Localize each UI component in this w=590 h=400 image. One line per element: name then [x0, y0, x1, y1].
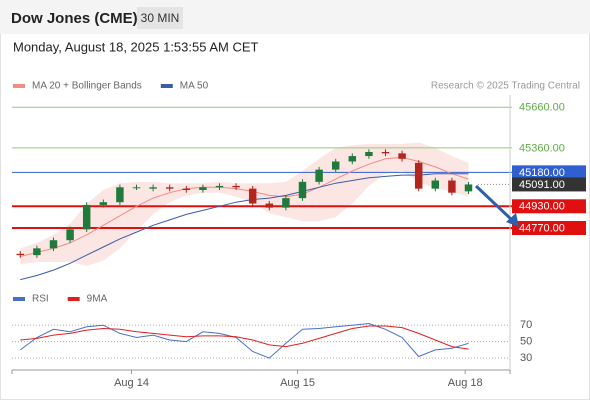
candle-body [414, 162, 423, 189]
candle-body [232, 185, 240, 188]
candle-body [215, 185, 224, 188]
level-box [512, 199, 586, 214]
candle-body [348, 156, 357, 162]
candle-body [464, 184, 473, 192]
indicator-line [20, 322, 469, 359]
candle-body [132, 187, 141, 189]
credit: Research © 2025 Trading Central [431, 81, 580, 92]
candle-body [381, 152, 390, 154]
header-bar [0, 0, 590, 34]
level-label: 44770.00 [519, 222, 565, 234]
legend-swatch [160, 84, 173, 88]
level-label: 45091.00 [519, 179, 565, 191]
legend-label: MA 20 + Bollinger Bands [32, 81, 142, 92]
y-tick-label: 50 [520, 336, 532, 348]
candle-body [282, 198, 290, 208]
level-label: 45660.00 [519, 102, 565, 114]
instrument-title: Dow Jones (CME) [11, 10, 138, 27]
level-box [512, 165, 586, 180]
x-tick-label: Aug 15 [280, 377, 315, 389]
forecast-arrow [474, 184, 515, 223]
candle-body [116, 187, 124, 203]
forecast-arrowhead [506, 213, 519, 227]
candle-body [16, 253, 25, 256]
candle-body [82, 204, 91, 230]
candle-body [331, 161, 340, 170]
candle-body [49, 240, 58, 249]
x-tick-label: Aug 14 [114, 377, 149, 389]
timestamp: Monday, August 18, 2025 1:53:55 AM CET [13, 39, 259, 54]
plot: MA 20 + Bollinger Bands MA 50 45660.00 4536… [11, 81, 586, 389]
interval-badge[interactable] [137, 7, 183, 29]
candle-body [431, 180, 440, 189]
level-label: 44930.00 [519, 201, 565, 213]
level-box [512, 177, 586, 192]
candle-body [182, 188, 191, 190]
legend-swatch [67, 297, 80, 301]
legend-label: RSI [32, 294, 49, 305]
ma-line [20, 156, 469, 257]
y-tick-label: 70 [520, 319, 532, 331]
candle-body [448, 180, 456, 193]
candle-body [99, 202, 108, 205]
candle-body [265, 203, 274, 208]
candle-body [315, 169, 323, 182]
y-tick-label: 30 [520, 352, 532, 364]
candle-body [248, 188, 257, 204]
ma-line [20, 173, 469, 281]
level-box [512, 221, 586, 235]
legend-swatch [13, 84, 25, 88]
interval-label[interactable]: 30 MIN [141, 11, 180, 25]
candle-body [149, 187, 157, 189]
candle-body [165, 187, 174, 189]
candle-body [398, 153, 406, 159]
legend-label: MA 50 [180, 81, 209, 92]
legend-label: 9MA [87, 294, 108, 305]
bollinger-band [20, 142, 469, 266]
x-tick-label: Aug 18 [448, 377, 483, 389]
candle-body [66, 229, 74, 241]
indicator-line [20, 325, 469, 350]
candle-body [365, 152, 373, 157]
level-label: 45360.00 [519, 142, 565, 154]
candle-body [298, 181, 307, 199]
level-label: 45180.00 [519, 167, 565, 179]
legend-swatch [13, 297, 25, 301]
candle-body [33, 248, 41, 256]
candle-body [199, 187, 207, 190]
